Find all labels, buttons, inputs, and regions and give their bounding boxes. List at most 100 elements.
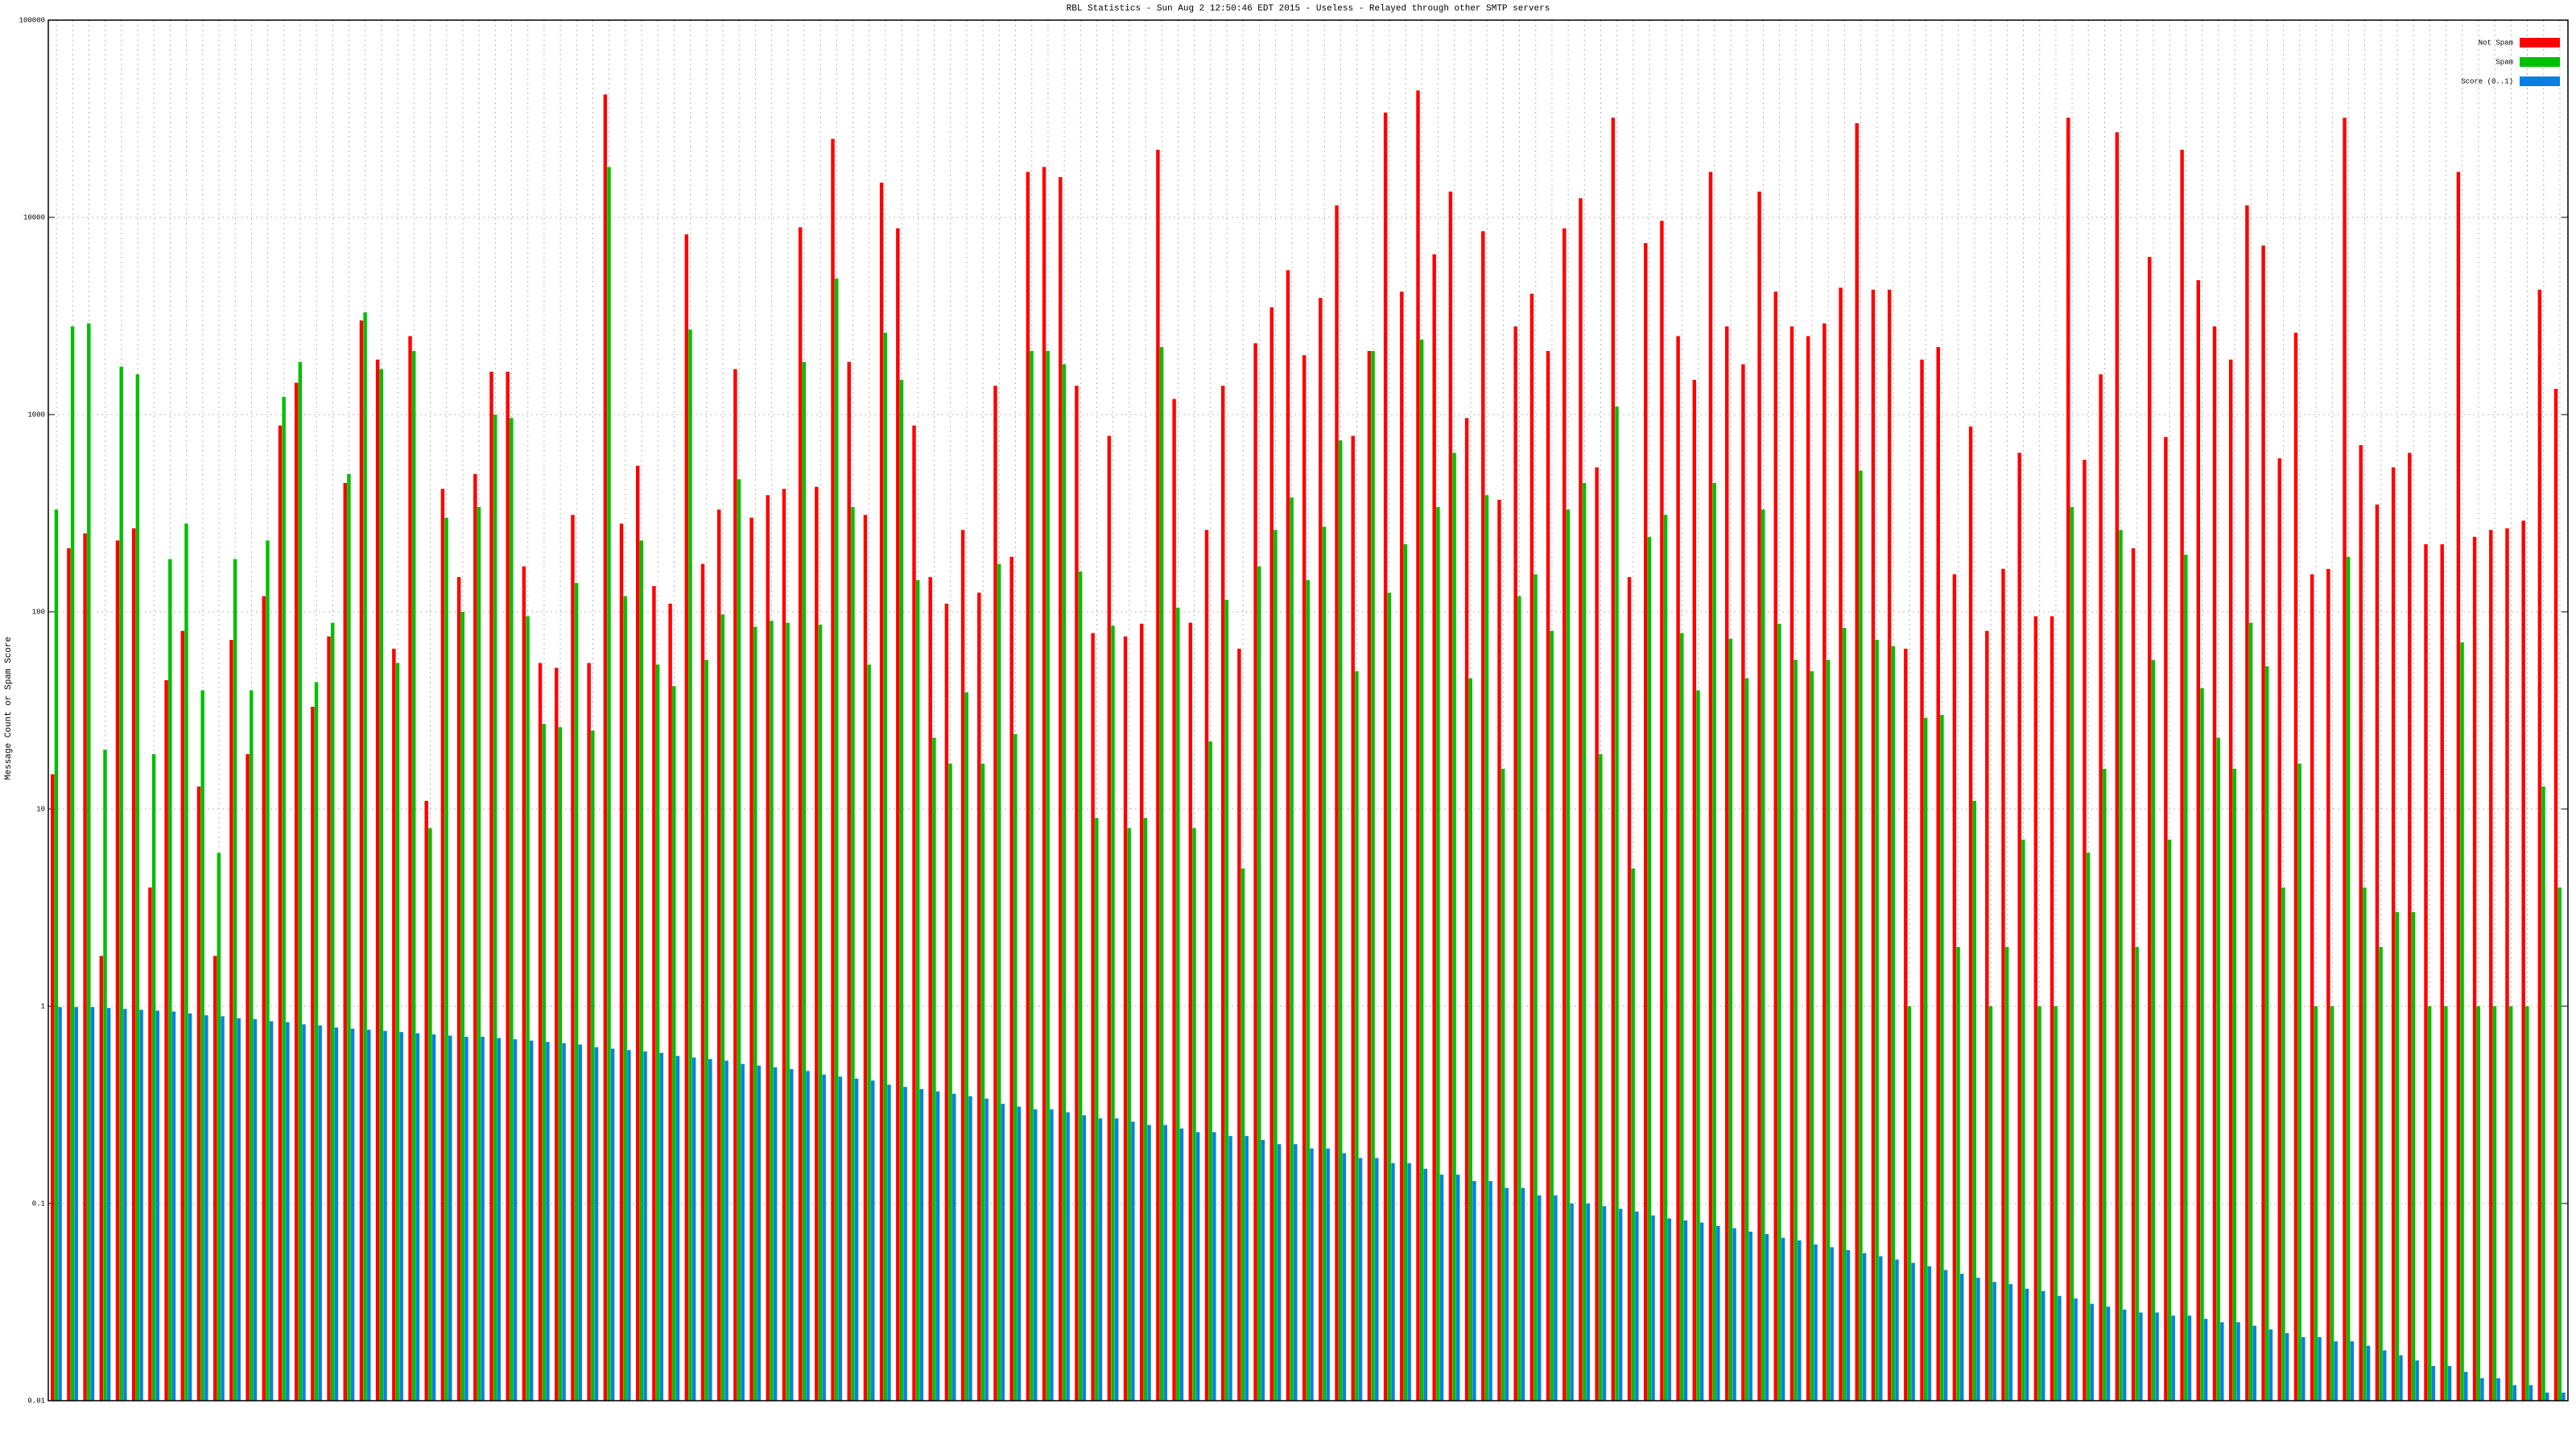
bar [932, 737, 936, 1401]
bar [1059, 176, 1063, 1401]
bar [456, 576, 461, 1401]
bar [1335, 205, 1339, 1401]
bar [1358, 1158, 1363, 1401]
bar [1456, 1174, 1460, 1401]
bar [871, 1080, 875, 1401]
bar [1156, 150, 1160, 1401]
bar [1302, 355, 1307, 1401]
bar [489, 371, 493, 1401]
bar [1859, 470, 1863, 1402]
bar [607, 167, 611, 1401]
bar [1826, 659, 1831, 1401]
bar [1143, 818, 1148, 1401]
bar [2480, 1378, 2484, 1401]
bar [2359, 444, 2363, 1402]
bar [720, 614, 725, 1401]
bar [383, 1030, 387, 1401]
bar [2301, 1337, 2306, 1401]
bar [1806, 336, 1810, 1402]
bar [2285, 1333, 2289, 1401]
bar [1741, 364, 1745, 1401]
bar [148, 887, 152, 1401]
bar [395, 663, 400, 1401]
bar [2200, 687, 2204, 1401]
bar [2545, 1392, 2549, 1401]
bar [610, 1048, 615, 1401]
bar [1033, 1109, 1038, 1401]
bar [2083, 460, 2087, 1401]
bar [2350, 1341, 2355, 1401]
bar [2537, 289, 2542, 1401]
bar [2122, 1309, 2127, 1401]
bar [2054, 1006, 2058, 1401]
bar [282, 396, 286, 1401]
bar [510, 418, 514, 1402]
bar [1911, 1262, 1915, 1401]
bar [2366, 1345, 2371, 1401]
bar [286, 1022, 290, 1401]
bar [184, 523, 188, 1401]
bar [1091, 633, 1095, 1401]
bar [1403, 544, 1408, 1401]
bar [935, 1091, 940, 1401]
bar [1013, 733, 1018, 1401]
bar [115, 540, 120, 1401]
y-tick-label: 1 [41, 1002, 45, 1010]
bar [1026, 171, 1030, 1401]
bar [2460, 642, 2464, 1401]
bar [2318, 1337, 2322, 1401]
bar [1879, 1256, 1883, 1401]
bar [1660, 221, 1664, 1402]
bar [867, 664, 871, 1401]
bar [993, 386, 997, 1402]
bar [1188, 622, 1193, 1401]
bar [1546, 351, 1550, 1401]
bar [948, 763, 952, 1401]
bar [2119, 530, 2123, 1401]
bar [1570, 1203, 1574, 1401]
bar [1960, 1274, 1964, 1401]
bar [562, 1042, 566, 1401]
bar [968, 1096, 972, 1401]
bar [1790, 326, 1794, 1401]
bar [2541, 786, 2545, 1401]
bar [2164, 436, 2168, 1401]
bar [2099, 374, 2103, 1401]
bar [1952, 574, 1957, 1402]
bar [411, 351, 416, 1401]
bar [1290, 497, 1294, 1401]
bar [2232, 768, 2237, 1401]
bar [1667, 1218, 1671, 1401]
bar [2017, 452, 2021, 1402]
bar [1179, 1128, 1184, 1401]
bar [1062, 364, 1067, 1401]
bar [1936, 347, 1940, 1401]
bar [2399, 1355, 2403, 1401]
bar [1224, 600, 1229, 1401]
bar [1728, 638, 1733, 1401]
bar [246, 753, 250, 1401]
bar [2391, 467, 2396, 1402]
bar [2346, 556, 2351, 1402]
bar [1066, 1112, 1070, 1401]
bar [2115, 132, 2120, 1401]
bar [822, 1074, 826, 1401]
bar [1371, 351, 1375, 1401]
bar [2041, 1290, 2046, 1401]
bar [1732, 1228, 1736, 1401]
bar [1830, 1247, 1834, 1401]
bar [887, 1084, 891, 1401]
bar [1513, 326, 1517, 1401]
bar [1943, 1269, 1948, 1401]
bar [538, 663, 543, 1401]
bar [51, 774, 55, 1401]
bar [2203, 1319, 2208, 1401]
bar [1976, 1278, 1980, 1401]
bar [1602, 1206, 1607, 1401]
bar [58, 1007, 62, 1401]
bar [1968, 426, 1973, 1401]
bar [266, 540, 270, 1401]
bar [652, 586, 656, 1401]
bar [1075, 386, 1079, 1402]
bar [2505, 528, 2509, 1402]
